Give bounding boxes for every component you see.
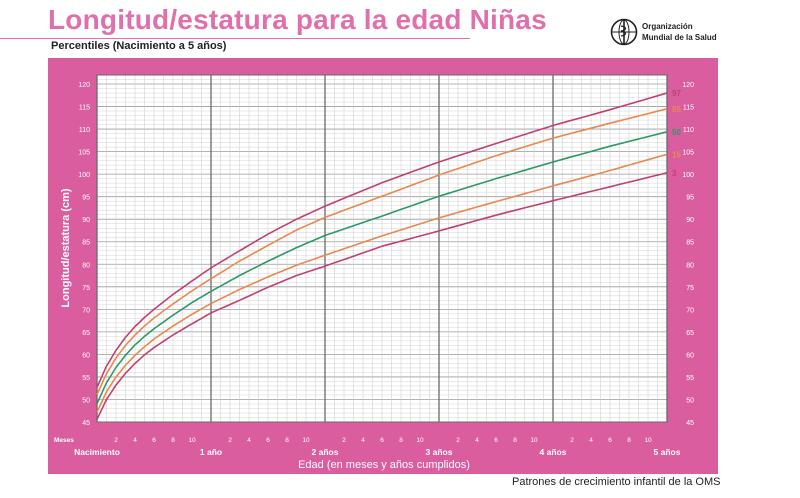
percentile-97-label: 97 xyxy=(672,89,681,98)
x-month-tick-label: 6 xyxy=(380,437,384,444)
x-month-tick-label: 2 xyxy=(228,437,232,444)
x-month-tick-label: 6 xyxy=(494,437,498,444)
grid-lines xyxy=(96,74,668,423)
x-month-tick-label: 4 xyxy=(361,437,365,444)
x-months-label: Meses xyxy=(54,437,74,444)
y-tick-label-left: 55 xyxy=(82,375,90,382)
y-tick-label-right: 70 xyxy=(686,307,694,314)
y-tick-label-left: 90 xyxy=(82,217,90,224)
y-tick-label-left: 75 xyxy=(82,285,90,292)
y-tick-label-left: 120 xyxy=(78,82,90,89)
percentile-85-line xyxy=(96,108,668,395)
percentile-97-line xyxy=(96,92,668,388)
x-year-label: 4 años xyxy=(540,447,567,457)
x-year-label: 3 años xyxy=(426,447,453,457)
x-month-tick-label: 8 xyxy=(627,437,631,444)
percentile-50-label: 50 xyxy=(672,128,681,137)
x-year-label: Nacimiento xyxy=(74,447,120,457)
who-name-line2: Mundial de la Salud xyxy=(642,33,717,42)
x-month-tick-label: 10 xyxy=(530,437,538,444)
y-tick-label-right: 85 xyxy=(686,240,694,247)
x-axis-title: Edad (en meses y años cumplidos) xyxy=(298,459,470,471)
x-month-tick-label: 8 xyxy=(285,437,289,444)
x-month-tick-label: 2 xyxy=(570,437,574,444)
y-tick-label-left: 105 xyxy=(78,150,90,157)
x-month-tick-label: 2 xyxy=(342,437,346,444)
title-divider xyxy=(0,38,470,39)
y-axis-title: Longitud/estatura (cm) xyxy=(60,188,72,308)
y-tick-label-left: 65 xyxy=(82,330,90,337)
x-month-tick-label: 6 xyxy=(152,437,156,444)
x-month-tick-label: 4 xyxy=(475,437,479,444)
y-tick-label-left: 110 xyxy=(79,127,90,134)
x-month-tick-label: 8 xyxy=(399,437,403,444)
x-month-tick-label: 6 xyxy=(608,437,612,444)
y-tick-label-right: 100 xyxy=(682,172,694,179)
x-month-tick-label: 10 xyxy=(416,437,424,444)
y-tick-label-right: 60 xyxy=(686,352,694,359)
y-tick-label-right: 105 xyxy=(682,150,694,157)
y-tick-label-right: 110 xyxy=(683,127,694,134)
chart-title: Longitud/estatura para la edad Niñas xyxy=(48,4,547,35)
y-tick-label-left: 115 xyxy=(79,105,90,112)
x-month-tick-label: 10 xyxy=(644,437,652,444)
x-year-label: 5 años xyxy=(654,447,681,457)
who-emblem-icon xyxy=(610,18,638,46)
y-tick-label-right: 45 xyxy=(686,420,694,427)
x-month-tick-label: 4 xyxy=(247,437,251,444)
x-month-tick-label: 4 xyxy=(589,437,593,444)
y-tick-label-right: 50 xyxy=(686,397,694,404)
y-tick-label-right: 75 xyxy=(686,285,694,292)
percentile-15-label: 15 xyxy=(672,150,681,159)
y-tick-label-right: 65 xyxy=(686,330,694,337)
x-month-tick-label: 6 xyxy=(266,437,270,444)
y-tick-label-left: 60 xyxy=(82,352,90,359)
y-tick-label-right: 95 xyxy=(686,195,694,202)
percentile-15-line xyxy=(96,153,668,413)
y-tick-label-left: 50 xyxy=(82,397,90,404)
y-tick-label-right: 115 xyxy=(683,105,694,112)
percentile-3-line xyxy=(96,172,668,420)
x-month-tick-label: 2 xyxy=(114,437,118,444)
y-tick-label-left: 100 xyxy=(78,172,90,179)
y-tick-label-left: 45 xyxy=(82,420,90,427)
x-month-tick-label: 10 xyxy=(188,437,196,444)
percentile-3-label: 3 xyxy=(672,169,677,178)
percentile-50-line xyxy=(96,131,668,404)
y-tick-label-right: 90 xyxy=(686,217,694,224)
x-month-tick-label: 4 xyxy=(133,437,137,444)
percentile-85-label: 85 xyxy=(672,105,681,114)
y-tick-label-right: 120 xyxy=(682,82,694,89)
footer-source: Patrones de crecimiento infantil de la O… xyxy=(512,476,721,488)
who-logo: Organización Mundial de la Salud xyxy=(610,18,730,48)
who-name-line1: Organización xyxy=(642,22,693,31)
x-month-tick-label: 8 xyxy=(171,437,175,444)
y-tick-label-right: 55 xyxy=(686,375,694,382)
y-tick-label-left: 70 xyxy=(82,307,90,314)
x-month-tick-label: 10 xyxy=(302,437,310,444)
x-year-label: 2 años xyxy=(312,447,339,457)
x-month-tick-label: 2 xyxy=(456,437,460,444)
y-tick-label-left: 85 xyxy=(82,240,90,247)
who-name: Organización Mundial de la Salud xyxy=(642,21,717,43)
plot-frame xyxy=(96,74,668,423)
x-year-label: 1 año xyxy=(200,447,222,457)
y-tick-label-left: 80 xyxy=(82,262,90,269)
x-month-tick-label: 8 xyxy=(513,437,517,444)
chart-subtitle: Percentiles (Nacimiento a 5 años) xyxy=(51,40,227,52)
y-tick-label-right: 80 xyxy=(686,262,694,269)
y-tick-label-left: 95 xyxy=(82,195,90,202)
